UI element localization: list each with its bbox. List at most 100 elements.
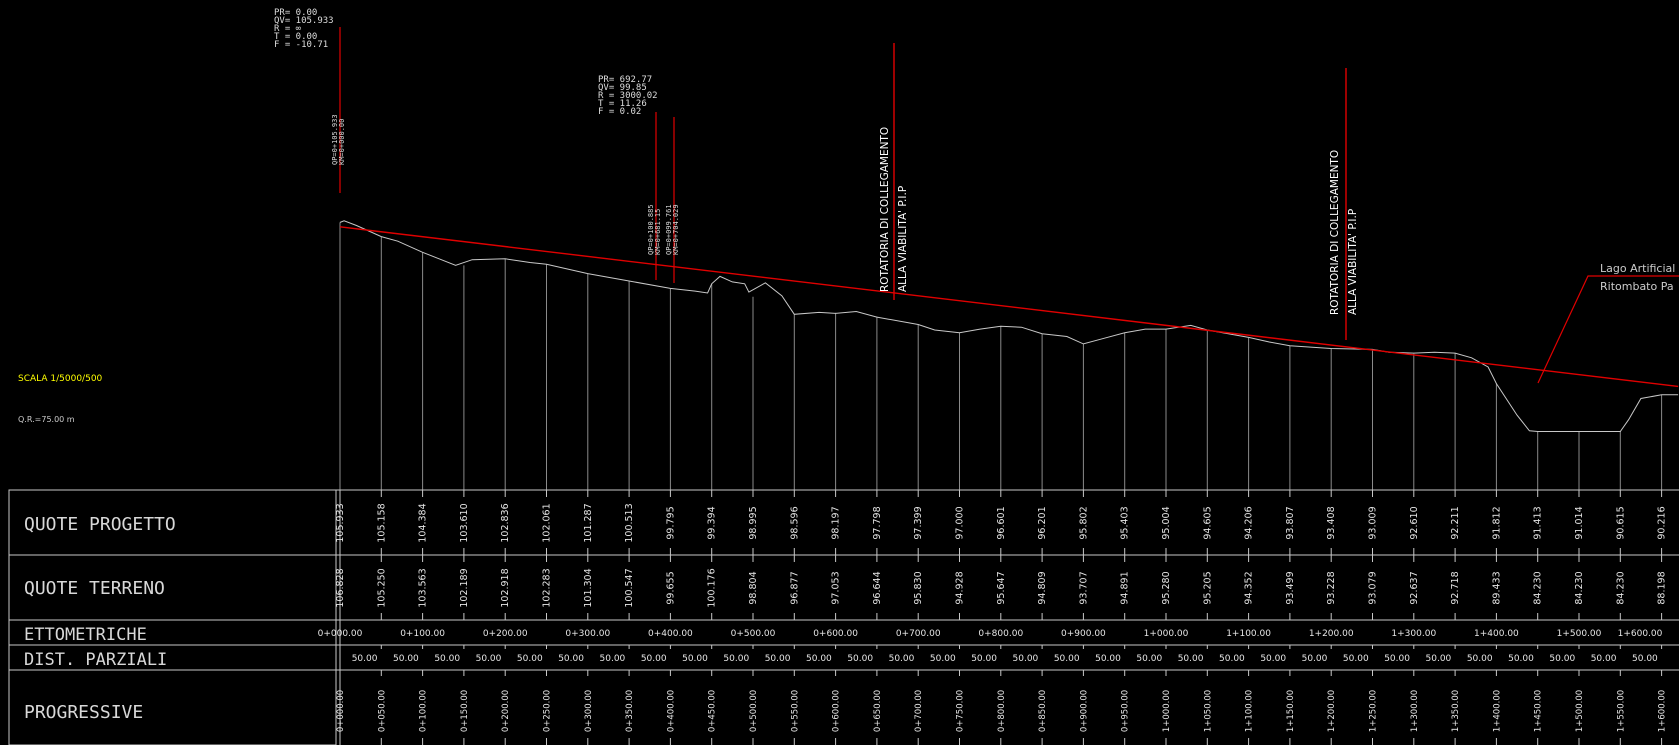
- quote-terreno-value: 93.707: [1078, 571, 1089, 604]
- partial-distance-value: 50.00: [1095, 654, 1121, 664]
- progressive-value: 1+600.00: [1658, 690, 1668, 732]
- quote-terreno-value: 97.053: [831, 571, 842, 604]
- quote-terreno-value: 94.891: [1120, 571, 1131, 604]
- partial-distance-value: 50.00: [971, 654, 997, 664]
- quote-progetto-value: 95.802: [1078, 506, 1089, 539]
- ettometrica-value: 1+500.00: [1557, 629, 1602, 639]
- start-marker-label: QP=0+105.933 KM=0+000.00: [331, 110, 346, 165]
- reference-level-label: Q.R.=75.00 m: [18, 415, 75, 424]
- progressive-value: 0+500.00: [749, 690, 759, 732]
- quote-terreno-value: 98.804: [748, 571, 759, 604]
- quote-terreno-value: 88.198: [1657, 571, 1668, 604]
- ettometrica-value: 1+300.00: [1391, 629, 1436, 639]
- quote-terreno-value: 102.189: [459, 568, 470, 607]
- quote-terreno-value: 93.499: [1285, 571, 1296, 604]
- quote-progetto-value: 102.836: [500, 503, 511, 542]
- partial-distance-value: 50.00: [476, 654, 502, 664]
- quote-terreno-value: 94.809: [1037, 571, 1048, 604]
- progressive-value: 0+550.00: [790, 690, 800, 732]
- quote-terreno-value: 102.918: [500, 568, 511, 607]
- row-label-ettometriche: ETTOMETRICHE: [24, 625, 147, 645]
- ettometrica-value: 1+000.00: [1144, 629, 1189, 639]
- partial-distance-value: 50.00: [930, 654, 956, 664]
- table-values: 105.933 106.828 0+000.00 105.158 105.250 0+05…: [318, 490, 1668, 745]
- quote-progetto-value: 95.004: [1161, 506, 1172, 539]
- quote-progetto-value: 93.009: [1368, 506, 1379, 539]
- curve-marker-label-1: QP=0+100.885 KM=0+681.15: [647, 200, 662, 255]
- quote-terreno-value: 99.655: [665, 571, 676, 604]
- progressive-value: 0+300.00: [584, 690, 594, 732]
- quote-terreno-value: 94.352: [1244, 571, 1255, 604]
- partial-distance-value: 50.00: [847, 654, 873, 664]
- ettometrica-value: 1+200.00: [1309, 629, 1354, 639]
- partial-distance-value: 50.00: [1384, 654, 1410, 664]
- quote-terreno-value: 102.283: [542, 568, 553, 607]
- quote-terreno-value: 105.250: [376, 568, 387, 607]
- roundabout-label-2: ROTATORIA DI COLLEGAMENTO ALLA VIABILITA…: [1329, 147, 1359, 315]
- quote-progetto-value: 97.399: [913, 506, 924, 539]
- progressive-value: 1+150.00: [1286, 690, 1296, 732]
- row-label-quote-terreno: QUOTE TERRENO: [24, 578, 165, 599]
- table-row-labels: QUOTE PROGETTO QUOTE TERRENO ETTOMETRICH…: [24, 514, 176, 723]
- curve-annotation: PR= 692.77 QV= 99.85 R = 3000.02 T = 11.…: [598, 75, 663, 117]
- ettometrica-value: 0+900.00: [1061, 629, 1106, 639]
- partial-distance-value: 50.00: [1178, 654, 1204, 664]
- partial-distance-value: 50.00: [1343, 654, 1369, 664]
- progressive-value: 0+650.00: [873, 690, 883, 732]
- start-annotation: PR= 0.00 QV= 105.933 R = ∞ T = 0.00 F = …: [274, 8, 339, 50]
- quote-terreno-value: 95.205: [1202, 571, 1213, 604]
- partial-distance-value: 50.00: [1054, 654, 1080, 664]
- progressive-value: 0+400.00: [666, 690, 676, 732]
- progressive-value: 0+100.00: [419, 690, 429, 732]
- profile-station-verticals: [339, 222, 1663, 490]
- lake-label: Lago Artificial Ritombato Pa: [1600, 262, 1679, 293]
- quote-progetto-value: 92.211: [1450, 506, 1461, 539]
- progressive-value: 1+400.00: [1492, 690, 1502, 732]
- quote-progetto-value: 104.384: [418, 503, 429, 542]
- partial-distance-value: 50.00: [723, 654, 749, 664]
- ettometrica-value: 1+100.00: [1226, 629, 1271, 639]
- ettometrica-value: 1+400.00: [1474, 629, 1519, 639]
- quote-terreno-value: 106.828: [335, 568, 346, 607]
- quote-progetto-value: 98.596: [789, 506, 800, 539]
- partial-distance-value: 50.00: [1260, 654, 1286, 664]
- curve-marker-label-2: QP=0+099.761 KM=0+704.029: [665, 200, 680, 255]
- quote-terreno-value: 84.230: [1533, 571, 1544, 604]
- progressive-value: 1+450.00: [1534, 690, 1544, 732]
- partial-distance-value: 50.00: [806, 654, 832, 664]
- quote-terreno-value: 94.928: [955, 571, 966, 604]
- partial-distance-value: 50.00: [1508, 654, 1534, 664]
- quote-progetto-value: 94.605: [1202, 506, 1213, 539]
- progressive-value: 1+050.00: [1203, 690, 1213, 732]
- quote-terreno-value: 84.230: [1615, 571, 1626, 604]
- partial-distance-value: 50.00: [1591, 654, 1617, 664]
- quote-progetto-value: 96.601: [996, 506, 1007, 539]
- quote-progetto-value: 92.610: [1409, 506, 1420, 539]
- row-label-dist-parziali: DIST. PARZIALI: [24, 650, 167, 670]
- ettometrica-value: 0+400.00: [648, 629, 693, 639]
- quote-progetto-value: 90.216: [1657, 506, 1668, 539]
- row-label-progressive: PROGRESSIVE: [24, 702, 143, 723]
- ettometrica-value: 0+100.00: [400, 629, 445, 639]
- quote-progetto-value: 102.061: [542, 503, 553, 542]
- partial-distance-value: 50.00: [352, 654, 378, 664]
- quote-terreno-value: 101.304: [583, 568, 594, 607]
- progressive-value: 0+450.00: [708, 690, 718, 732]
- quote-terreno-value: 95.280: [1161, 571, 1172, 604]
- quote-progetto-value: 97.798: [872, 506, 883, 539]
- quote-terreno-value: 96.644: [872, 571, 883, 604]
- ettometrica-value: 0+300.00: [565, 629, 610, 639]
- partial-distance-value: 50.00: [517, 654, 543, 664]
- partial-distance-value: 50.00: [1302, 654, 1328, 664]
- partial-distance-value: 50.00: [682, 654, 708, 664]
- quote-progetto-value: 95.403: [1120, 506, 1131, 539]
- quote-progetto-value: 105.158: [376, 503, 387, 542]
- quote-progetto-value: 99.394: [707, 506, 718, 539]
- progressive-value: 0+900.00: [1079, 690, 1089, 732]
- ettometrica-value: 1+600.00: [1618, 629, 1663, 639]
- progressive-value: 0+250.00: [543, 690, 553, 732]
- progressive-value: 1+500.00: [1575, 690, 1585, 732]
- progressive-value: 0+950.00: [1121, 690, 1131, 732]
- quote-progetto-value: 93.408: [1326, 506, 1337, 539]
- partial-distance-value: 50.00: [1013, 654, 1039, 664]
